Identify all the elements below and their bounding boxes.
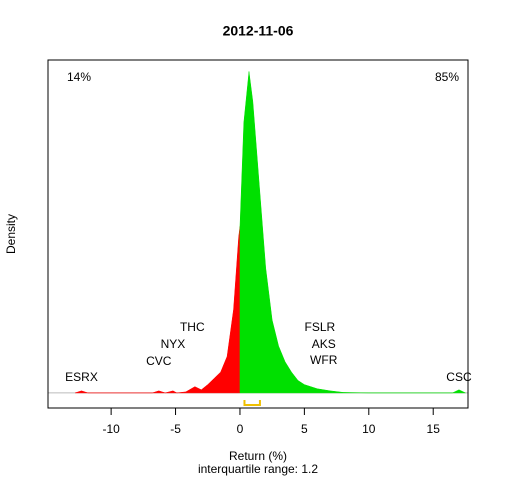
x-tick-label: 5 (301, 422, 308, 436)
stock-label: WFR (310, 353, 338, 367)
positive-area (239, 71, 466, 394)
stock-label: CSC (446, 370, 472, 384)
stock-label: ESRX (65, 370, 98, 384)
subtitle: interquartile range: 1.2 (198, 462, 318, 476)
stock-label: FSLR (304, 320, 335, 334)
y-axis-label: Density (4, 214, 18, 254)
stock-label: CVC (146, 354, 172, 368)
iqr-bracket (243, 400, 261, 406)
x-tick-label: 10 (362, 422, 376, 436)
x-axis-label: Return (%) (229, 449, 287, 463)
chart-title: 2012-11-06 (223, 23, 294, 39)
x-tick-label: -5 (170, 422, 181, 436)
positive-share: 85% (435, 70, 459, 84)
stock-label: THC (180, 320, 205, 334)
x-tick-label: 15 (427, 422, 441, 436)
stock-label: NYX (161, 337, 186, 351)
stock-label: AKS (312, 337, 336, 351)
negative-area (74, 226, 241, 394)
x-tick-label: 0 (237, 422, 244, 436)
negative-share: 14% (67, 70, 91, 84)
x-tick-label: -10 (102, 422, 120, 436)
